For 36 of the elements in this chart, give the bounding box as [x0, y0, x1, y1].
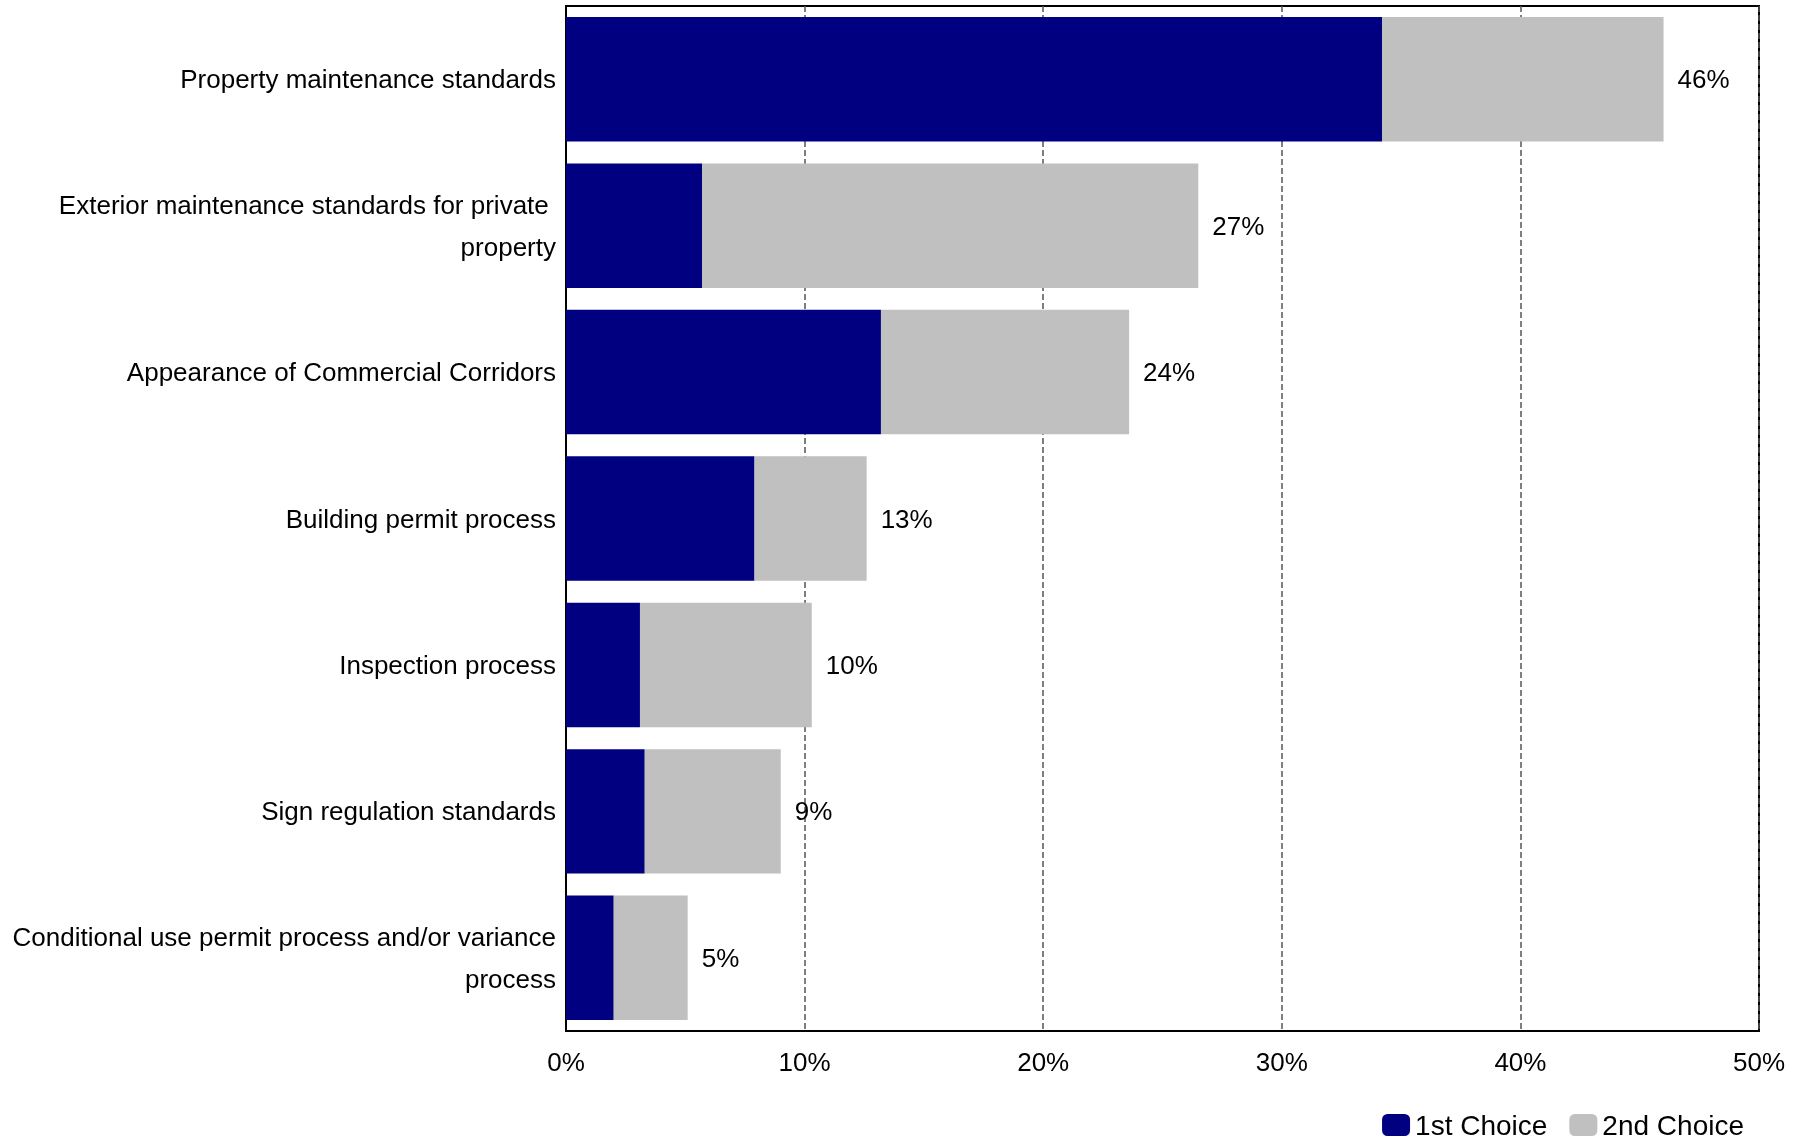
total-label: 46%	[1677, 64, 1730, 95]
bar	[702, 163, 1199, 288]
x-tick-label: 0%	[547, 1047, 585, 1077]
x-tick-label: 30%	[1255, 1047, 1308, 1077]
y-tick-label: Inspection process	[339, 649, 556, 680]
legend-label: 1st Choice	[1415, 1109, 1548, 1141]
bar	[566, 749, 645, 874]
bar	[880, 309, 1130, 435]
x-tick-label: 40%	[1494, 1047, 1547, 1077]
x-tick-label: 10%	[778, 1047, 831, 1077]
bar	[754, 456, 867, 581]
y-tick-label: Property maintenance standards	[180, 64, 556, 95]
bar	[566, 456, 755, 581]
total-label: 5%	[701, 942, 740, 973]
total-label: 9%	[794, 796, 833, 827]
bar	[566, 895, 614, 1021]
y-tick-label: Conditional use permit process and/or variance process	[12, 921, 556, 994]
bar	[566, 163, 702, 288]
x-tick-label: 20%	[1017, 1047, 1070, 1077]
x-tick-label: 50%	[1732, 1047, 1786, 1077]
bar	[566, 16, 1383, 142]
bar	[613, 895, 688, 1021]
legend-label: 2nd Choice	[1602, 1109, 1744, 1141]
bar	[639, 602, 812, 728]
total-label: 13%	[880, 503, 933, 534]
bar	[566, 309, 881, 435]
total-label: 10%	[825, 649, 878, 680]
total-label: 24%	[1143, 357, 1196, 388]
y-tick-label: Appearance of Commercial Corridors	[126, 357, 556, 388]
bar	[644, 749, 781, 874]
y-tick-label: Sign regulation standards	[261, 796, 556, 827]
y-tick-label: Exterior maintenance standards for private property	[58, 189, 556, 262]
y-tick-label: Building permit process	[285, 503, 556, 534]
bar	[1382, 16, 1664, 142]
total-label: 27%	[1212, 210, 1265, 241]
bar	[566, 602, 640, 728]
